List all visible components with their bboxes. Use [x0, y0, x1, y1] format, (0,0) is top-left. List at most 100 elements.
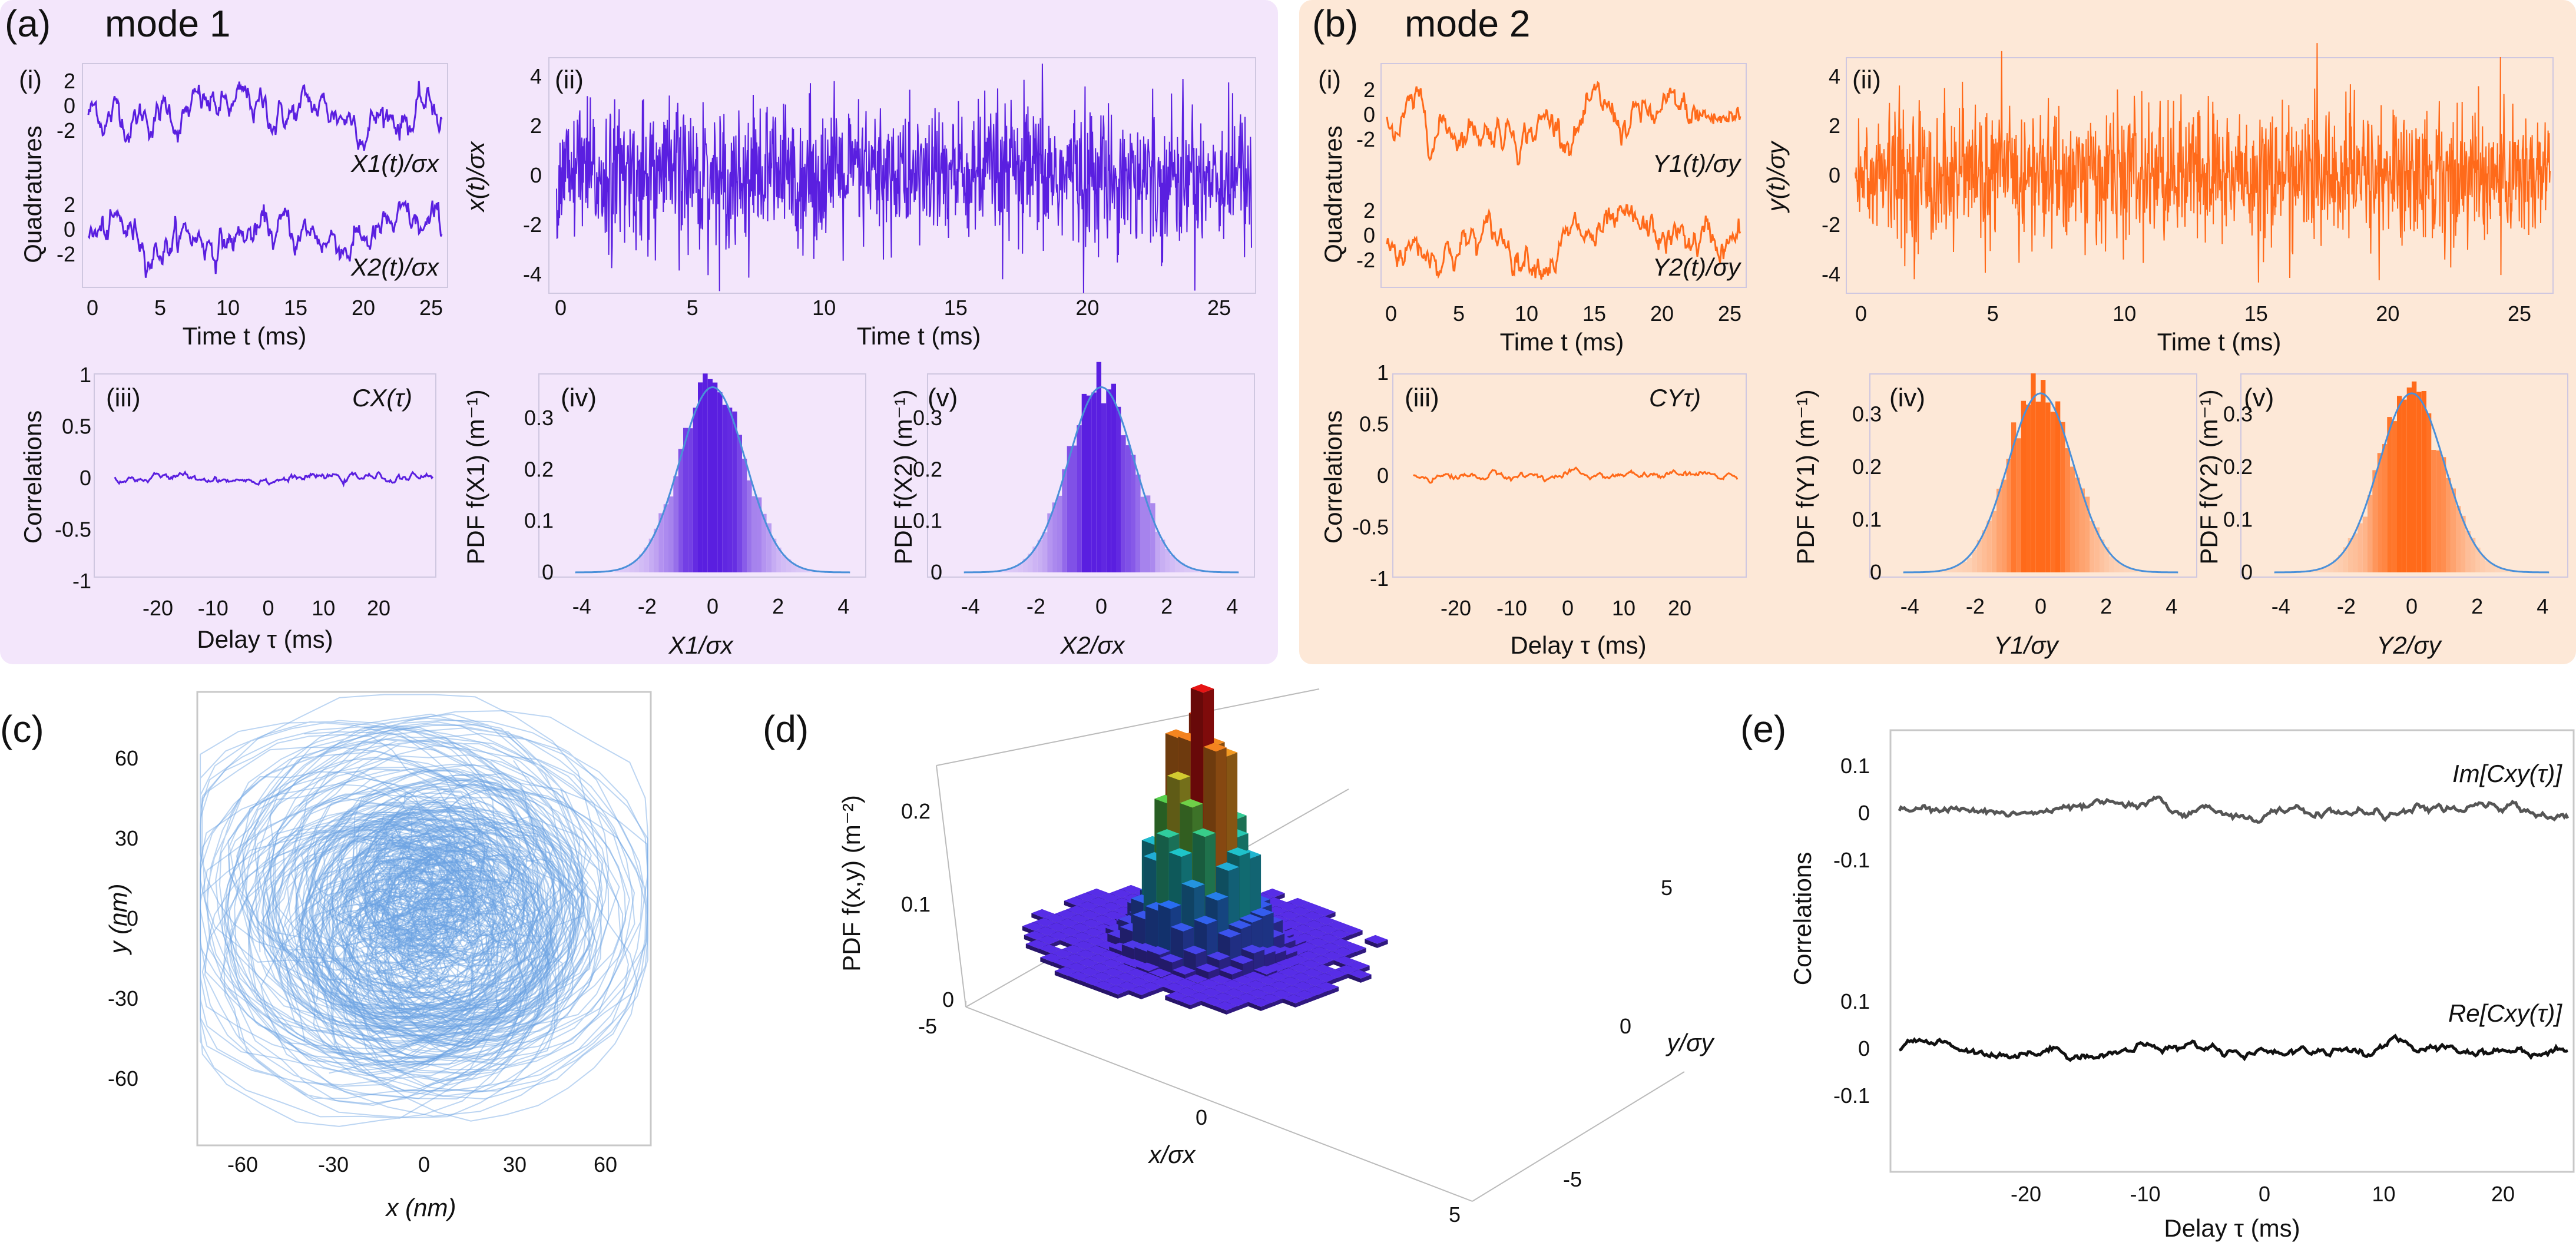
a-v-bar: [1140, 496, 1145, 572]
a-v-ytick: 0.2: [913, 457, 942, 481]
d-ytick: 0: [1620, 1014, 1631, 1038]
c-xlabel: x (nm): [385, 1194, 456, 1221]
b-iii-ytick: 0.5: [1359, 412, 1389, 436]
b-iv-bar: [2134, 569, 2139, 572]
b-v-bar: [2456, 506, 2461, 572]
b-iii-xtick: -10: [1496, 596, 1527, 620]
d-bar: [1105, 985, 1129, 999]
b-v-ytick: 0.2: [2223, 455, 2253, 479]
d-xlabel: x/σx: [1148, 1141, 1197, 1168]
a-iv-bar: [772, 538, 777, 572]
c-xtick: 60: [594, 1152, 617, 1177]
a-iv-bar: [796, 566, 801, 572]
a-v-bar: [1013, 566, 1018, 572]
b-v-sublabel: (v): [2244, 383, 2274, 412]
b-i-xtick: 20: [1650, 302, 1674, 326]
c-orbit: [284, 877, 564, 1086]
a-v-gaussian-fit: [963, 386, 1239, 574]
b-iv-bar: [2021, 400, 2026, 572]
a-v-bar: [1170, 554, 1175, 572]
b-iv-bar: [2075, 478, 2080, 572]
b-v-bar: [2402, 399, 2407, 572]
c-orbit: [310, 877, 558, 1092]
c-orbit: [287, 801, 541, 1023]
e-ytick: -0.1: [1833, 1084, 1870, 1108]
c-orbit: [372, 850, 496, 959]
a-ii-xtick: 5: [687, 296, 698, 320]
c-orbit: [375, 902, 455, 990]
e-re-trace: [1899, 1033, 2568, 1062]
b-iii-trace: [1413, 466, 1739, 484]
b-iii-yticks: 1 0.5 0 -0.5 -1: [1352, 360, 1389, 591]
a-ii-xticks: 0 5 10 15 20 25: [555, 296, 1231, 320]
a-v-ytick: 0: [931, 560, 942, 584]
b-v-bar: [2368, 495, 2373, 572]
a-v-bar: [1150, 503, 1155, 572]
b-i-trace1-label: Y1(t)/σy: [1653, 150, 1742, 177]
b-iv-bar: [2100, 539, 2105, 572]
b-iv-bar: [2045, 402, 2051, 572]
a-ii-ytick: -2: [523, 213, 542, 237]
a-iv-bar: [801, 568, 806, 572]
b-v-xtick: 4: [2537, 594, 2548, 618]
a-iv-ytick: 0.2: [524, 457, 554, 481]
a-iii-xtick: 0: [262, 596, 274, 620]
a-iv-bar: [751, 496, 757, 572]
a-v-bar: [1096, 362, 1101, 572]
b-iv-bar: [1952, 566, 1958, 572]
b-v-bar: [2495, 566, 2500, 572]
c-orbit: [346, 792, 535, 976]
b-v-ytick: 0: [2241, 560, 2253, 584]
a-iii-ytick: 0.5: [62, 415, 91, 439]
e-ytick: 0.1: [1840, 989, 1870, 1013]
b-v-bar: [2406, 387, 2412, 572]
b-iii-xticks: -20 -10 0 10 20: [1441, 596, 1691, 620]
b-v-xtick: 2: [2471, 594, 2483, 618]
b-v-bar: [2490, 564, 2495, 572]
a-i-xtick: 10: [216, 296, 240, 320]
a-v-bar: [1091, 392, 1097, 572]
a-iv-bar: [727, 407, 733, 572]
d-zlabel: PDF f(x,y) (m⁻²): [837, 795, 865, 972]
e-im-label: Im[Cxy(τ)]: [2452, 760, 2562, 787]
a-i-xlabel: Time t (ms): [183, 322, 307, 350]
a-ii-ytick: 2: [530, 114, 542, 138]
b-i-xticks: 0 5 10 15 20 25: [1385, 302, 1741, 326]
c-orbit: [260, 809, 559, 1058]
a-ii-ytick: -4: [523, 262, 542, 286]
chart-b-iii: (iii) CYτ) Correlations 10.50-0.5-1 -20-…: [1319, 360, 1747, 659]
b-v-ytick: 0.1: [2223, 508, 2253, 532]
a-i-trace-1: [87, 81, 443, 151]
b-iii-xlabel: Delay τ (ms): [1510, 631, 1646, 659]
e-xtick: 0: [2259, 1182, 2270, 1206]
b-iv-xtick: -4: [1900, 594, 1919, 618]
b-iv-bar: [2104, 547, 2110, 572]
a-v-bar: [1175, 560, 1180, 572]
b-ii-sublabel: (ii): [1852, 65, 1881, 94]
b-v-bar: [2471, 538, 2476, 572]
a-iv-bar: [747, 480, 752, 572]
c-orbit: [371, 805, 486, 910]
a-iv-yticks: 0.3 0.2 0.1 0: [524, 406, 554, 584]
a-iv-bar: [634, 560, 639, 572]
b-iii-ylabel: Correlations: [1319, 410, 1347, 544]
b-iv-bar: [2119, 564, 2124, 572]
b-iv-sublabel: (iv): [1889, 383, 1925, 412]
c-ytick: 0: [127, 906, 138, 930]
b-ii-xtick: 0: [1855, 302, 1867, 326]
b-v-bar: [2421, 391, 2426, 572]
c-orbit: [260, 875, 527, 1099]
b-ii-xtick: 25: [2508, 302, 2531, 326]
d-bar: [1365, 935, 1388, 948]
e-xtick: 10: [2372, 1182, 2395, 1206]
a-ii-xlabel: Time t (ms): [857, 322, 981, 350]
a-iv-bar: [673, 476, 678, 572]
chart-a-ii: (ii) x(t)/σx 420-2-4 0 5 10 15 20 25 Time t (…: [462, 57, 1256, 350]
b-iii-ytick: 0: [1377, 463, 1389, 488]
a-i-ytick: 0: [64, 94, 75, 118]
b-iv-bar: [2011, 422, 2017, 572]
b-v-bar: [2465, 531, 2471, 572]
a-iii-xticks: -20 -10 0 10 20: [143, 596, 390, 620]
a-iv-bar: [776, 547, 782, 572]
